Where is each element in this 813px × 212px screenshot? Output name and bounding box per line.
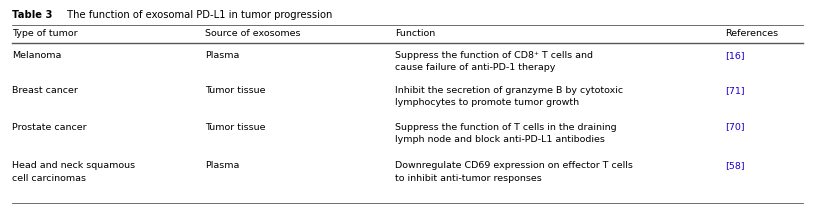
Text: Tumor tissue: Tumor tissue [205, 86, 266, 95]
Text: [58]: [58] [725, 162, 745, 170]
Text: Plasma: Plasma [205, 51, 239, 60]
Text: Suppress the function of T cells in the draining
lymph node and block anti-PD-L1: Suppress the function of T cells in the … [395, 123, 616, 144]
Text: [70]: [70] [725, 123, 745, 131]
Text: The function of exosomal PD-L1 in tumor progression: The function of exosomal PD-L1 in tumor … [64, 10, 333, 20]
Text: References: References [725, 28, 778, 38]
Text: Inhibit the secretion of granzyme B by cytotoxic
lymphocytes to promote tumor gr: Inhibit the secretion of granzyme B by c… [395, 86, 623, 107]
Text: [71]: [71] [725, 86, 745, 95]
Text: Type of tumor: Type of tumor [12, 28, 77, 38]
Text: Downregulate CD69 expression on effector T cells
to inhibit anti-tumor responses: Downregulate CD69 expression on effector… [395, 162, 633, 183]
Text: Melanoma: Melanoma [12, 51, 61, 60]
Text: Breast cancer: Breast cancer [12, 86, 78, 95]
Text: Plasma: Plasma [205, 162, 239, 170]
Text: Table 3: Table 3 [12, 10, 52, 20]
Text: Source of exosomes: Source of exosomes [205, 28, 301, 38]
Text: Suppress the function of CD8⁺ T cells and
cause failure of anti-PD-1 therapy: Suppress the function of CD8⁺ T cells an… [395, 51, 593, 72]
Text: Head and neck squamous
cell carcinomas: Head and neck squamous cell carcinomas [12, 162, 135, 183]
Text: Function: Function [395, 28, 435, 38]
Text: [16]: [16] [725, 51, 745, 60]
Text: Tumor tissue: Tumor tissue [205, 123, 266, 131]
Text: Prostate cancer: Prostate cancer [12, 123, 87, 131]
